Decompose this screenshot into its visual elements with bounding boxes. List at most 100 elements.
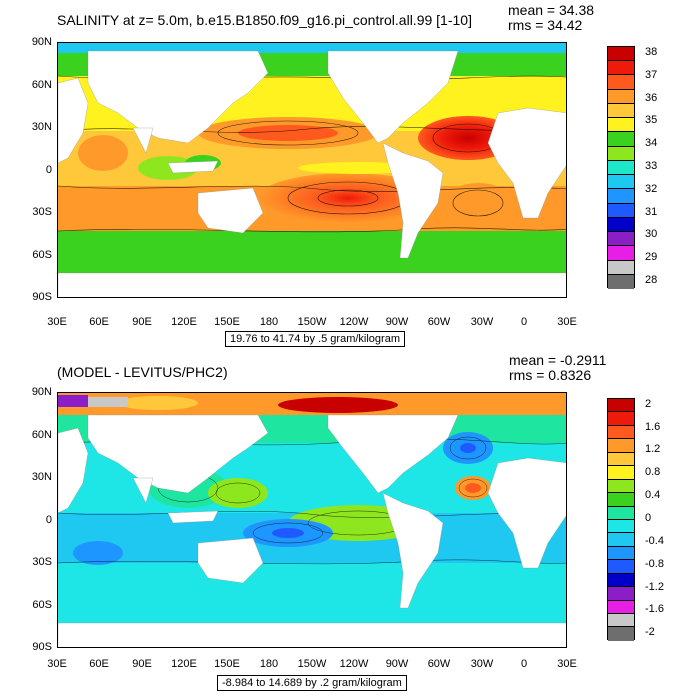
salinity-panel: SALINITY at z= 5.0m, b.e15.B1850.f09_g16… [31,2,658,347]
lon-tick: 180 [259,316,279,328]
colorbar-label: -1.6 [645,603,664,616]
colorbar-swatch [608,412,634,426]
lon-tick: 150W [297,658,327,670]
lon-tick: 30W [470,316,494,328]
contour-info-box: 19.76 to 41.74 by .5 gram/kilogram [225,331,405,347]
colorbar-label: 33 [645,160,658,172]
colorbar-swatch [608,519,634,534]
colorbar-label: 36 [645,91,658,104]
lon-tick: 30E [557,658,577,670]
lat-tick-30n: 30N [31,121,52,133]
colorbar-swatch [608,203,634,218]
colorbar-swatch [608,627,634,641]
colorbar-label: 30 [645,228,658,241]
colorbar-swatch [608,533,634,547]
lon-tick: 30E [47,316,67,328]
lat-tick-60s: 60S [32,249,52,261]
lat-tick-90s: 90S [32,641,52,653]
colorbar-label: 32 [645,182,658,195]
colorbar-label: -0.8 [645,557,664,570]
lon-tick: 90E [132,316,152,328]
lat-tick-30s: 30S [32,556,52,568]
colorbar-swatch [608,75,634,90]
mean-stat: mean = -0.2911 [509,352,607,368]
colorbar-swatch [608,425,634,440]
colorbar-swatch [608,189,634,204]
lon-tick: 120W [339,658,369,670]
lon-tick: 30W [470,658,494,670]
lon-tick: 90W [385,658,409,670]
lon-tick: 120E [171,316,197,328]
lat-tick-eq: 0 [45,514,52,526]
colorbar-swatch [608,466,634,480]
contour-info-box: -8.984 to 14.689 by .2 gram/kilogram [217,675,407,691]
rms-stat: rms = 34.42 [508,17,583,33]
colorbar-swatch [608,61,634,76]
colorbar-swatch [608,47,634,62]
lat-tick-eq: 0 [45,164,52,176]
colorbar-swatch [608,274,634,289]
colorbar-swatch [608,614,634,628]
colorbar-swatch [608,175,634,190]
lat-tick-30n: 30N [31,471,52,483]
colorbar-swatch [608,560,634,574]
colorbar-label: -2 [645,626,655,639]
colorbar [607,398,635,641]
lat-tick-30s: 30S [32,206,52,218]
colorbar-label: -1.2 [645,580,664,593]
colorbar-swatch [608,399,634,413]
mean-stat: mean = 34.38 [508,2,595,18]
colorbar-swatch [608,600,634,614]
colorbar-label: 38 [645,46,658,59]
colorbar-swatch [608,493,634,507]
lat-tick-90n: 90N [31,36,52,48]
lon-tick: 180 [259,658,279,670]
lon-tick: 120E [171,658,197,670]
colorbar-swatch [608,103,634,119]
lat-tick-60n: 60N [31,79,52,91]
lon-tick: 90E [132,658,152,670]
colorbar-swatch [608,232,634,247]
difference-panel: (MODEL - LEVITUS/PHC2) mean = -0.2911 rm… [0,350,700,700]
colorbar-label: 35 [645,114,658,127]
colorbar-label: 31 [645,205,658,218]
lat-tick-90s: 90S [32,291,52,303]
lon-tick: 0 [520,316,528,328]
lon-tick: 0 [520,658,528,670]
colorbar-swatch [608,89,634,104]
map-frame [57,392,567,648]
colorbar-swatch [608,546,634,561]
panel-title: (MODEL - LEVITUS/PHC2) [57,364,228,380]
lon-tick: 30E [47,658,67,670]
colorbar [607,46,635,289]
lon-tick: 30E [557,316,577,328]
colorbar-label: 0.8 [645,466,661,479]
lon-tick: 120W [339,316,369,328]
colorbar-label: 28 [645,273,658,286]
difference-map [58,393,566,647]
colorbar-swatch [608,506,634,520]
lon-tick: 150E [214,316,240,328]
colorbar-swatch [608,146,634,161]
colorbar-label: 1.6 [645,420,661,433]
colorbar-swatch [608,573,634,588]
map-frame [57,42,567,298]
spac-max [258,173,438,223]
lat-tick-60s: 60S [32,599,52,611]
lat-tick-60n: 60N [31,429,52,441]
colorbar-swatch [608,132,634,147]
panel-title: SALINITY at z= 5.0m, b.e15.B1850.f09_g16… [57,12,472,28]
lon-tick: 60W [427,316,451,328]
lon-tick: 150W [297,316,327,328]
colorbar-swatch [608,439,634,453]
colorbar-swatch [608,217,634,233]
colorbar-label: 1.2 [645,443,661,456]
salinity-map [58,43,566,297]
colorbar-label: 29 [645,251,658,264]
colorbar-swatch [608,479,634,494]
lon-tick: 60W [427,658,451,670]
rms-stat: rms = 0.8326 [509,367,592,383]
colorbar-label: -0.4 [645,534,664,547]
lon-tick: 60E [89,316,109,328]
lon-tick: 60E [89,658,109,670]
